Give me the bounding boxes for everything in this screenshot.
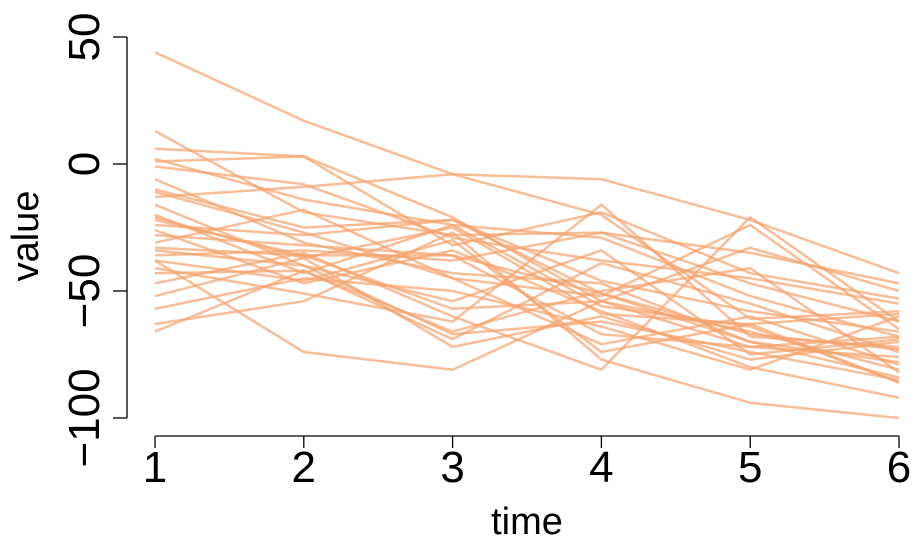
y-tick-label: 0 <box>60 152 109 176</box>
series-line-20 <box>154 261 900 354</box>
x-tick-label: 3 <box>440 443 464 492</box>
y-tick-label: −50 <box>60 254 109 329</box>
series-line-2 <box>154 129 900 285</box>
y-axis-title: value <box>5 191 47 282</box>
series-line-21 <box>154 216 900 371</box>
series-line-3 <box>154 147 900 300</box>
series-line-23 <box>154 277 900 371</box>
x-tick-label: 4 <box>589 443 613 492</box>
x-tick-label: 6 <box>887 443 911 492</box>
x-tick-label: 2 <box>292 443 316 492</box>
series-line-24 <box>154 231 900 420</box>
x-tick-label: 1 <box>143 443 167 492</box>
series-line-28 <box>154 216 900 384</box>
series-line-30 <box>154 190 900 331</box>
series-layer <box>154 51 900 420</box>
series-line-26 <box>154 246 900 371</box>
y-tick-label: −100 <box>60 368 109 467</box>
x-tick-label: 5 <box>738 443 762 492</box>
series-line-13 <box>154 228 900 399</box>
series-line-25 <box>154 266 900 374</box>
series-line-4 <box>154 157 900 338</box>
series-line-8 <box>154 172 900 321</box>
x-axis-title: time <box>491 501 563 543</box>
series-line-27 <box>154 246 900 351</box>
series-line-1 <box>154 51 900 275</box>
series-line-22 <box>154 256 900 361</box>
series-line-19 <box>154 203 900 349</box>
series-line-7 <box>154 188 900 333</box>
x-axis-ticks: 1 2 3 4 5 6 <box>143 436 911 492</box>
y-axis-ticks: 50 0 −50 −100 <box>60 13 127 468</box>
series-line-29 <box>154 155 900 349</box>
y-tick-label: 50 <box>60 13 109 62</box>
